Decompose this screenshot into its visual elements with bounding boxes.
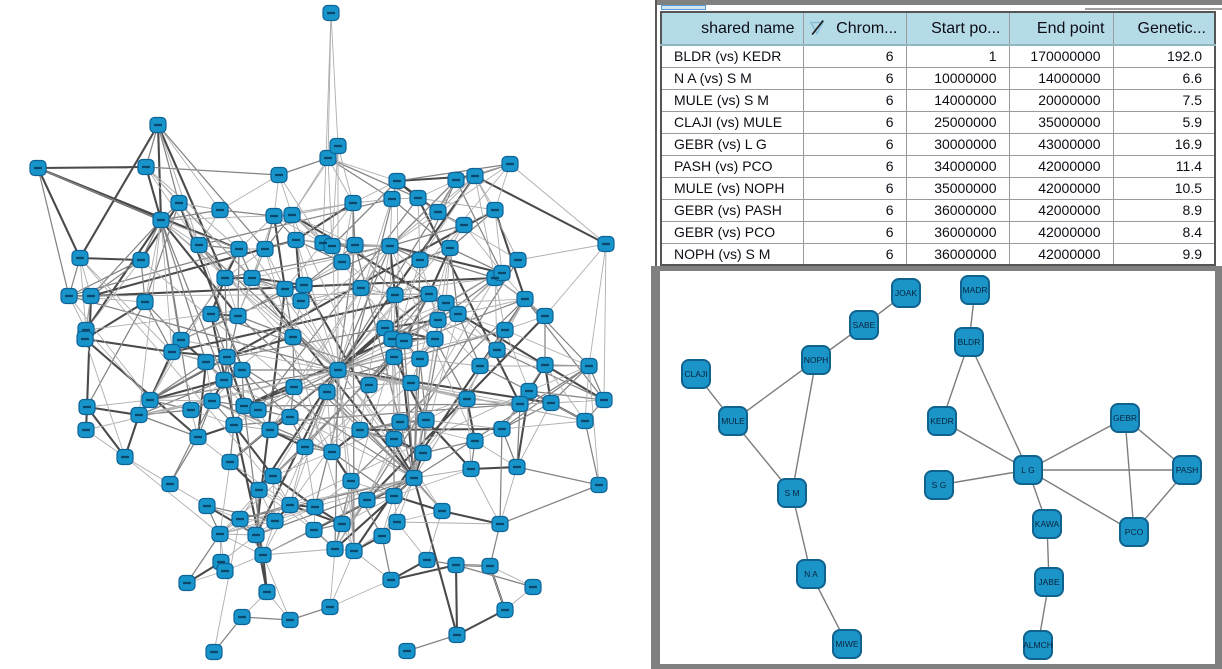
svg-text:NOPH: NOPH — [804, 355, 829, 365]
svg-text:N A: N A — [804, 569, 818, 579]
svg-text:MULE: MULE — [721, 416, 745, 426]
svg-text:L G: L G — [1021, 465, 1034, 475]
svg-text:PASH: PASH — [1176, 465, 1199, 475]
svg-text:MIWE: MIWE — [835, 639, 858, 649]
svg-text:BLDR: BLDR — [958, 337, 981, 347]
svg-text:S M: S M — [784, 488, 799, 498]
svg-text:MADR: MADR — [962, 285, 987, 295]
svg-text:CLAJI: CLAJI — [684, 369, 707, 379]
svg-text:ALMCH: ALMCH — [1023, 640, 1053, 650]
svg-text:PCO: PCO — [1125, 527, 1144, 537]
svg-text:GEBR: GEBR — [1113, 413, 1137, 423]
svg-text:SABE: SABE — [853, 320, 876, 330]
svg-text:JABE: JABE — [1038, 577, 1060, 587]
svg-text:JOAK: JOAK — [895, 288, 918, 298]
svg-text:KEDR: KEDR — [930, 416, 954, 426]
svg-text:KAWA: KAWA — [1035, 519, 1060, 529]
svg-text:S G: S G — [932, 480, 947, 490]
